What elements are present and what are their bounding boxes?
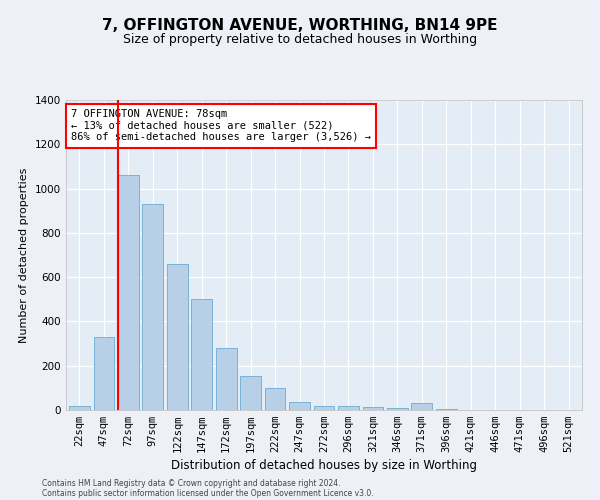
Bar (142, 204, 163, 410)
Text: Contains public sector information licensed under the Open Government Licence v3: Contains public sector information licen… (42, 488, 374, 498)
Text: 7, OFFINGTON AVENUE, WORTHING, BN14 9PE: 7, OFFINGTON AVENUE, WORTHING, BN14 9PE (102, 18, 498, 32)
Bar (314, 406, 334, 410)
Bar (362, 406, 383, 410)
Bar (289, 402, 310, 410)
Bar (387, 408, 408, 410)
Bar (412, 404, 432, 410)
Bar (436, 409, 457, 410)
Text: Contains HM Land Registry data © Crown copyright and database right 2024.: Contains HM Land Registry data © Crown c… (42, 478, 341, 488)
Bar (265, 388, 286, 410)
Bar (191, 300, 212, 410)
X-axis label: Distribution of detached houses by size in Worthing: Distribution of detached houses by size … (171, 460, 477, 472)
Text: 7 OFFINGTON AVENUE: 78sqm
← 13% of detached houses are smaller (522)
86% of semi: 7 OFFINGTON AVENUE: 78sqm ← 13% of detac… (71, 110, 371, 142)
Bar (118, 176, 139, 410)
Y-axis label: Number of detached properties: Number of detached properties (19, 168, 29, 342)
Text: Size of property relative to detached houses in Worthing: Size of property relative to detached ho… (123, 32, 477, 46)
Bar (216, 348, 236, 410)
Bar (94, 337, 114, 410)
Bar (240, 376, 261, 410)
Bar (167, 264, 188, 410)
Bar (338, 406, 359, 410)
Bar (69, 406, 90, 410)
